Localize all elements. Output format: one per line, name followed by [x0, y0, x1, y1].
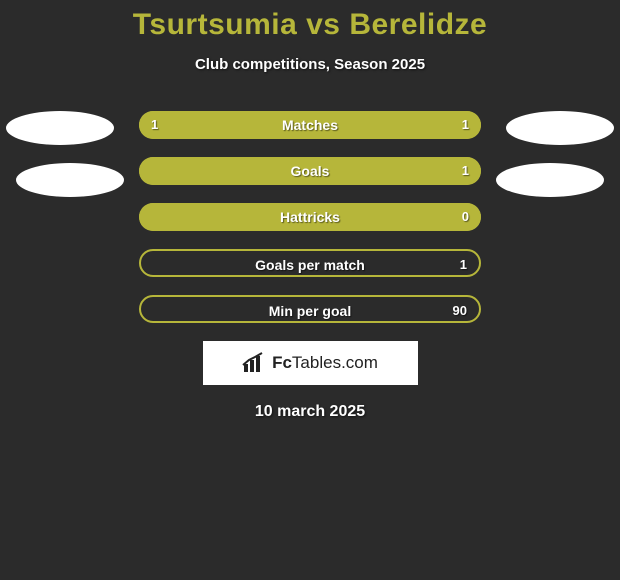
page-title: Tsurtsumia vs Berelidze [0, 0, 620, 42]
stats-area: 11Matches 1Goals 0Hattricks 1Goals per matc… [0, 111, 620, 421]
logo-box[interactable]: FcTables.com [203, 341, 418, 385]
stat-label: Goals [139, 157, 481, 185]
stat-row: 0Hattricks [139, 203, 481, 231]
logo-text: FcTables.com [272, 353, 378, 373]
stat-bars: 11Matches 1Goals 0Hattricks 1Goals per matc… [139, 111, 481, 323]
stat-row: 1Goals per match [139, 249, 481, 277]
date-label: 10 march 2025 [0, 403, 620, 421]
page-subtitle: Club competitions, Season 2025 [0, 56, 620, 73]
stat-label: Matches [139, 111, 481, 139]
stat-row: 1Goals [139, 157, 481, 185]
avatar-left-1 [6, 111, 114, 145]
stat-label: Goals per match [141, 251, 479, 277]
avatar-right-2 [496, 163, 604, 197]
avatar-left-2 [16, 163, 124, 197]
barchart-icon [242, 352, 268, 374]
comparison-infographic: Tsurtsumia vs Berelidze Club competition… [0, 0, 620, 580]
stat-row: 90Min per goal [139, 295, 481, 323]
avatar-right-1 [506, 111, 614, 145]
stat-row: 11Matches [139, 111, 481, 139]
stat-label: Min per goal [141, 297, 479, 323]
stat-label: Hattricks [139, 203, 481, 231]
